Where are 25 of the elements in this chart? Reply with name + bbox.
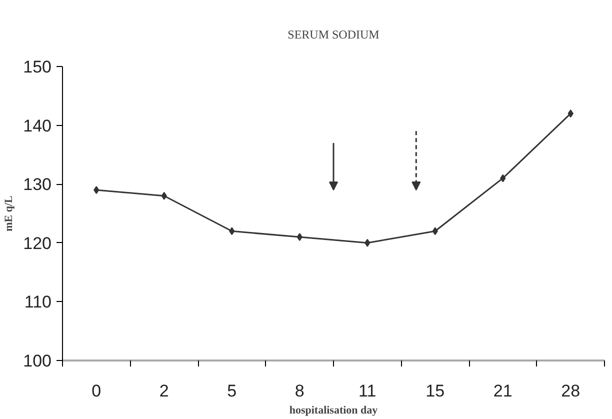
point: [161, 192, 167, 200]
x-tick-label: 11: [358, 382, 376, 400]
y-tick-label: 150: [23, 58, 52, 76]
point: [568, 110, 574, 118]
x-tick-label: 21: [493, 382, 512, 400]
y-tick-label: 140: [23, 116, 52, 136]
x-tick-label: 28: [561, 382, 580, 400]
x-tick-label: 2: [159, 382, 169, 400]
y-tick-label: 100: [23, 352, 52, 370]
x-tick-label: 0: [92, 382, 102, 400]
point: [229, 227, 235, 236]
y-tick-label: 120: [23, 234, 52, 253]
x-axis-title: hospitalisation day: [289, 404, 378, 416]
x-tick-label: 8: [294, 382, 304, 400]
y-tick-label: 110: [24, 292, 52, 312]
x-tick-label: 5: [227, 382, 237, 400]
point: [296, 233, 302, 242]
point: [94, 186, 100, 194]
y-axis-title: mE q/L: [3, 196, 16, 232]
point: [432, 227, 438, 236]
point: [500, 174, 506, 182]
x-tick-label: 15: [426, 382, 445, 400]
y-tick-label: 130: [23, 175, 52, 194]
point: [364, 238, 370, 247]
chart-title: SERUM SODIUM: [288, 28, 380, 42]
